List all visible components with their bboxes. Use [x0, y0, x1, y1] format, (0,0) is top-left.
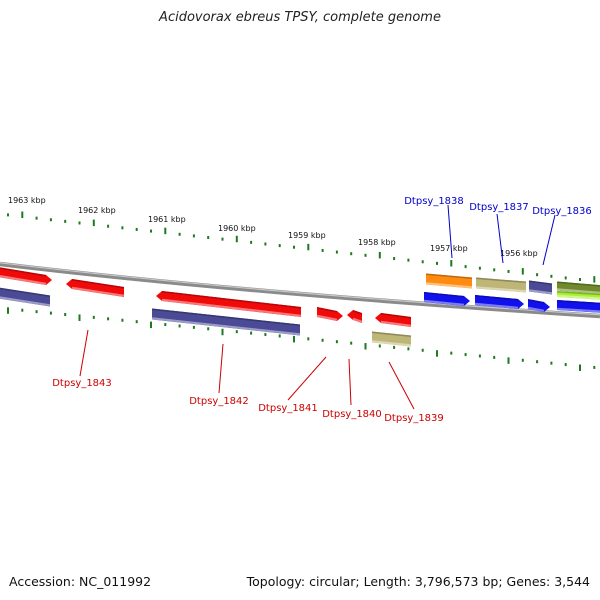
accession-label: Accession: NC_011992: [9, 574, 152, 589]
gene-feature-shading: [474, 302, 519, 309]
kbp-label: 1960 kbp: [218, 224, 256, 233]
gene-feature-edge: [425, 273, 473, 280]
gene-label: Dtpsy_1842: [189, 396, 249, 407]
genome-backbone-highlight: [0, 262, 600, 316]
gene-feature: [152, 308, 300, 336]
genome-summary: Topology: circular; Length: 3,796,573 bp…: [246, 574, 590, 589]
gene-feature-edge: [423, 292, 465, 298]
kbp-label: 1959 kbp: [288, 231, 326, 240]
gene-feature-edge: [556, 300, 600, 305]
gene-feature-shading: [423, 299, 465, 306]
gene-feature-edge: [474, 295, 519, 301]
gene-label: Dtpsy_1841: [258, 403, 318, 414]
kbp-label: 1956 kbp: [500, 249, 538, 258]
gene-feature-shading: [527, 306, 545, 312]
gene-feature-edge: [527, 299, 545, 304]
label-leader-line: [348, 358, 352, 406]
gene-feature-edge: [556, 281, 600, 287]
kbp-label: 1962 kbp: [78, 206, 116, 215]
gene-feature-edge: [71, 279, 125, 289]
gene-feature-shading: [151, 317, 301, 336]
gene-feature-edge: [371, 331, 412, 338]
gene-feature-edge: [0, 267, 47, 277]
gene-label: Dtpsy_1843: [52, 378, 112, 389]
gene-feature-shading: [380, 320, 412, 327]
gene-feature-shading: [528, 289, 553, 295]
gene-feature-edge: [556, 291, 600, 296]
kbp-label: 1963 kbp: [8, 196, 46, 205]
gene-feature-edge: [0, 287, 51, 298]
gene-label: Dtpsy_1836: [532, 206, 592, 217]
genome-backbone: [0, 261, 600, 319]
gene-feature: [0, 267, 52, 285]
gene-feature-edge: [161, 291, 302, 309]
label-leader-line: [388, 361, 415, 410]
gene-feature-shading: [371, 340, 412, 347]
kbp-label: 1961 kbp: [148, 215, 186, 224]
outer-tick-track: [7, 211, 596, 283]
gene-feature-shading: [556, 288, 600, 294]
gene-feature-edge: [528, 280, 553, 286]
label-leader-line: [542, 214, 556, 266]
gene-feature-edge: [380, 313, 412, 319]
gene-label: Dtpsy_1838: [404, 196, 464, 207]
gene-feature-shading: [0, 275, 47, 285]
kbp-label: 1957 kbp: [430, 244, 468, 253]
label-leader-line: [287, 356, 327, 401]
label-leader-line: [79, 329, 89, 377]
gene-label: Dtpsy_1837: [469, 202, 529, 213]
gene-feature-shading: [556, 294, 600, 300]
label-leader-line: [447, 204, 453, 259]
gene-feature-edge: [352, 310, 363, 315]
gene-feature-edge: [151, 308, 301, 327]
kbp-label-layer: 1963 kbp 1962 kbp 1961 kbp 1960 kbp 1959 kbp…: [8, 196, 538, 258]
gene-feature-shading: [352, 317, 363, 323]
gene-label: Dtpsy_1840: [322, 409, 382, 420]
gene-feature-edge: [316, 307, 338, 313]
gene-feature-shading: [0, 296, 51, 307]
gene-feature-shading: [556, 307, 600, 313]
gene-feature: [0, 287, 50, 307]
label-leader-line: [218, 343, 224, 394]
gene-feature-shading: [425, 282, 473, 289]
gene-feature-shading: [316, 314, 338, 321]
map-title: Acidovorax ebreus TPSY, complete genome: [159, 10, 441, 25]
gene-feature-shading: [475, 286, 527, 293]
feature-layer: [0, 267, 600, 347]
label-leader-line: [496, 213, 504, 264]
gene-label-layer: Dtpsy_1838 Dtpsy_1837 Dtpsy_1836 Dtpsy_1843…: [52, 196, 592, 424]
label-leader-layer: [79, 204, 556, 410]
gene-label: Dtpsy_1839: [384, 413, 444, 424]
gene-feature: [156, 291, 301, 317]
inner-tick-track: [7, 307, 596, 371]
gene-feature-shading: [161, 298, 302, 317]
gene-feature-edge: [475, 277, 527, 284]
kbp-label: 1958 kbp: [358, 238, 396, 247]
gene-feature-shading: [71, 286, 125, 297]
